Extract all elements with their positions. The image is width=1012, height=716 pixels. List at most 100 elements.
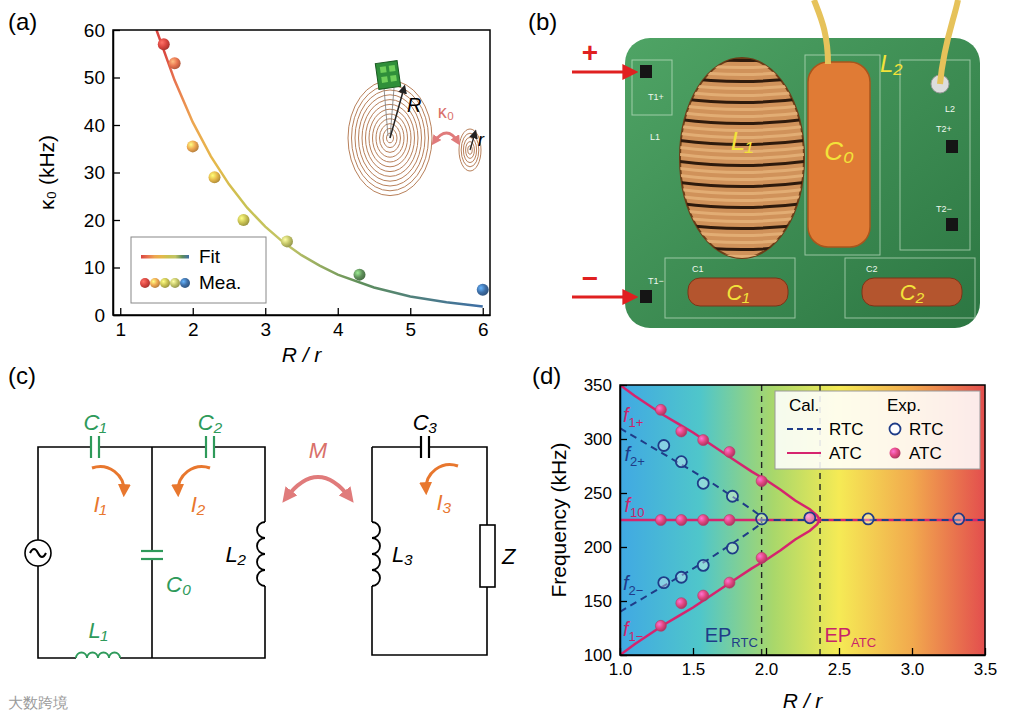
tick-mark bbox=[338, 308, 339, 315]
winding bbox=[676, 105, 808, 110]
tick: 3 bbox=[260, 308, 271, 340]
data-point bbox=[169, 57, 181, 69]
radius-arrow bbox=[390, 88, 404, 138]
tick-mark bbox=[113, 267, 120, 268]
winding bbox=[676, 168, 808, 173]
silkscreen-outline bbox=[632, 60, 672, 115]
component-label: L₁ bbox=[88, 618, 107, 643]
legend: FitMea. bbox=[131, 237, 266, 303]
panel-c: C₁C₂C₀L₁L₂L₃C₃ZMI₁I₂I₃ bbox=[25, 410, 517, 660]
calc-line bbox=[620, 385, 985, 655]
tick-label: 1.0 bbox=[609, 660, 633, 679]
terminal-pin bbox=[946, 140, 958, 153]
tick: 150 bbox=[584, 592, 627, 611]
tick-label: 60 bbox=[84, 20, 105, 41]
data-point bbox=[676, 598, 687, 609]
data-point bbox=[477, 284, 489, 296]
plot-background bbox=[620, 385, 985, 655]
tick: 5 bbox=[405, 308, 416, 340]
data-point bbox=[158, 38, 170, 50]
tick: 60 bbox=[84, 20, 120, 41]
winding bbox=[676, 259, 808, 264]
tick-label: 40 bbox=[84, 115, 105, 136]
annotation: EPATC bbox=[824, 624, 876, 650]
winding bbox=[676, 210, 808, 215]
tick-label: 0 bbox=[94, 305, 105, 326]
winding bbox=[676, 56, 808, 61]
tick-label: 1 bbox=[115, 319, 126, 340]
chip-detail bbox=[389, 65, 396, 72]
tick: 3.0 bbox=[901, 648, 925, 679]
data-point bbox=[354, 269, 366, 281]
terminal-arrow bbox=[572, 296, 632, 299]
annotation-subscript: 1+ bbox=[628, 415, 643, 430]
legend-swatch bbox=[141, 255, 189, 259]
radius-arrow bbox=[470, 133, 475, 150]
component-label: C₀ bbox=[166, 572, 191, 597]
data-point bbox=[863, 513, 874, 524]
annotation-text: EP bbox=[705, 624, 732, 646]
terminal-pin bbox=[640, 290, 652, 303]
silkscreen-text: C1 bbox=[692, 264, 704, 274]
coil-turn bbox=[352, 85, 429, 191]
component-label: L₂ bbox=[225, 542, 246, 567]
annotation: f2− bbox=[623, 572, 643, 598]
axis-title: Frequency (kHz) bbox=[547, 442, 570, 597]
data-point bbox=[756, 513, 767, 524]
x-axis: 1.0 1.5 2.0 2.5 3.0 3.5 bbox=[609, 648, 998, 679]
axis-line bbox=[620, 386, 622, 656]
legend-swatch bbox=[150, 278, 160, 288]
component-label: C₀ bbox=[824, 136, 854, 166]
tick-mark bbox=[113, 315, 120, 316]
capacitor-plate bbox=[213, 436, 215, 458]
winding bbox=[676, 189, 808, 194]
annotation: f2+ bbox=[624, 443, 644, 469]
tick: 4 bbox=[333, 308, 344, 340]
capacitor-plate bbox=[141, 558, 163, 560]
component-label: C₂ bbox=[198, 410, 223, 435]
tick-mark bbox=[113, 77, 120, 78]
silkscreen-outline bbox=[845, 258, 975, 318]
tick: 0 bbox=[94, 305, 120, 326]
annotation: f1+ bbox=[623, 404, 643, 430]
inset-label: R bbox=[407, 94, 421, 116]
legend-swatch bbox=[890, 448, 901, 459]
winding bbox=[676, 182, 808, 187]
legend-box bbox=[775, 391, 980, 469]
tick: 100 bbox=[584, 646, 627, 665]
data-point bbox=[658, 577, 669, 588]
legend-label: RTC bbox=[909, 420, 944, 439]
silkscreen-text: T1− bbox=[648, 276, 664, 286]
tick-label: 300 bbox=[584, 430, 612, 449]
wire bbox=[814, 0, 828, 64]
tick: 3.5 bbox=[974, 648, 998, 679]
legend: Cal.Exp.RTCATCRTCATC bbox=[775, 391, 980, 469]
legend-header: Cal. bbox=[789, 396, 819, 415]
annotation: f10 bbox=[624, 494, 644, 520]
winding bbox=[676, 231, 808, 236]
winding bbox=[676, 245, 808, 250]
axis-title: κ₀ (kHz) bbox=[35, 135, 58, 210]
mutual-arrow bbox=[286, 477, 350, 498]
tick-mark bbox=[985, 648, 986, 655]
inset: Rrκ₀ bbox=[348, 61, 485, 196]
winding bbox=[676, 77, 808, 82]
current-arrow bbox=[426, 465, 458, 490]
tick: 2.0 bbox=[755, 648, 779, 679]
data-point bbox=[698, 590, 709, 601]
plot-area bbox=[620, 385, 985, 655]
tick: 200 bbox=[584, 538, 627, 557]
tick-mark bbox=[113, 220, 120, 221]
tick-label: 2.5 bbox=[828, 660, 852, 679]
impedance bbox=[480, 525, 495, 587]
plot-frame bbox=[620, 385, 985, 655]
capacitor-plate bbox=[205, 436, 207, 458]
silkscreen-outline bbox=[900, 60, 970, 250]
data-point bbox=[756, 476, 767, 487]
data-point bbox=[724, 515, 735, 526]
tick-label: 2.0 bbox=[755, 660, 779, 679]
component-label: C₁ bbox=[84, 410, 107, 435]
tick-label: 1.5 bbox=[682, 660, 706, 679]
silkscreen-text: T2+ bbox=[936, 124, 952, 134]
component-label: L₂ bbox=[880, 50, 903, 77]
